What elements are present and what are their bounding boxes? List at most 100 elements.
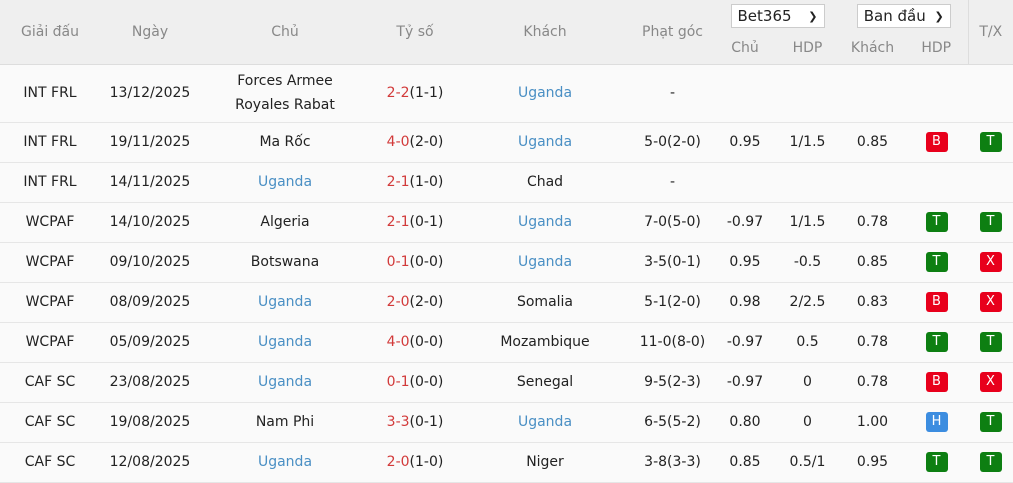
score: 2-2(1-1) [370,64,460,123]
odds-hdp: 1/1.5 [775,122,840,163]
bookmaker-value: Bet365 [737,7,792,25]
odds-hdp: 0 [775,402,840,443]
col-away: Khách [460,0,630,65]
league: WCPAF [0,282,100,323]
odds-home [715,64,775,123]
odds-hdp: -0.5 [775,242,840,283]
odds-hdp [775,162,840,203]
odds-away: 0.78 [840,322,905,363]
hdp-result-badge: H [925,412,948,432]
odds-away: 0.78 [840,202,905,243]
full-time-score: 2-0 [386,454,410,470]
date: 12/08/2025 [100,442,200,483]
chevron-down-icon: ❯ [808,9,818,23]
odds-home: -0.97 [715,322,775,363]
half-time-score: (0-1) [409,414,444,430]
half-time-score: (0-0) [409,334,444,350]
table-row: INT FRL 13/12/2025 Forces Armee Royales Ra… [0,64,1013,123]
bookmaker-select[interactable]: Bet365 ❯ [730,4,825,28]
col-tx: T/X [967,0,1013,65]
col-odds-away: Khách [840,32,905,65]
away-team[interactable]: Uganda [517,85,573,101]
odds-type-select[interactable]: Ban đầu ❯ [856,4,951,28]
corners: 9-5(2-3) [630,362,715,403]
tx-result-badge: X [979,292,1002,312]
odds-home [715,162,775,203]
odds-away: 0.78 [840,362,905,403]
tx-result-badge: X [979,252,1002,272]
away-team: Senegal [516,374,574,390]
odds-away: 0.83 [840,282,905,323]
col-odds-home: Chủ [715,32,775,65]
tx-result-badge: T [979,132,1002,152]
date: 13/12/2025 [100,64,200,123]
date: 19/11/2025 [100,122,200,163]
odds-hdp: 0.5 [775,322,840,363]
table-row: CAF SC 23/08/2025 Uganda 0-1(0-0) Senegal 9-5… [0,362,1013,403]
score: 4-0(2-0) [370,122,460,163]
hdp-result-badge: B [925,372,948,392]
col-home: Chủ [200,0,370,65]
home-team[interactable]: Uganda [257,454,313,470]
odds-home: -0.97 [715,202,775,243]
date: 05/09/2025 [100,322,200,363]
home-team[interactable]: Uganda [257,374,313,390]
half-time-score: (2-0) [409,294,444,310]
corners: 6-5(5-2) [630,402,715,443]
full-time-score: 2-2 [386,85,410,101]
score: 2-0(1-0) [370,442,460,483]
tx-result-badge: T [979,412,1002,432]
score: 2-0(2-0) [370,282,460,323]
league: WCPAF [0,202,100,243]
hdp-result-badge: T [925,252,948,272]
odds-away: 0.95 [840,442,905,483]
home-team[interactable]: Uganda [257,174,313,190]
hdp-result-badge: T [925,212,948,232]
half-time-score: (2-0) [409,134,444,150]
half-time-score: (1-0) [409,454,444,470]
col-odds-hdp: HDP [775,32,840,65]
away-team[interactable]: Uganda [517,254,573,270]
home-team[interactable]: Uganda [257,294,313,310]
hdp-result-badge: B [925,132,948,152]
corners: 5-1(2-0) [630,282,715,323]
half-time-score: (0-1) [409,214,444,230]
odds-home: 0.95 [715,122,775,163]
tx-result-badge: X [979,372,1002,392]
away-team: Chad [526,174,564,190]
full-time-score: 4-0 [386,134,410,150]
chevron-down-icon: ❯ [934,9,944,23]
odds-hdp: 2/2.5 [775,282,840,323]
score: 0-1(0-0) [370,362,460,403]
odds-away: 0.85 [840,242,905,283]
half-time-score: (0-0) [409,254,444,270]
away-team[interactable]: Uganda [517,414,573,430]
corners: 3-8(3-3) [630,442,715,483]
league: WCPAF [0,322,100,363]
corners: 3-5(0-1) [630,242,715,283]
date: 08/09/2025 [100,282,200,323]
table-row: WCPAF 05/09/2025 Uganda 4-0(0-0) Mozambique 1… [0,322,1013,363]
corners: - [630,162,715,203]
odds-home: 0.80 [715,402,775,443]
date: 19/08/2025 [100,402,200,443]
corners: 7-0(5-0) [630,202,715,243]
home-team: Ma Rốc [259,134,311,150]
half-time-score: (1-0) [409,174,444,190]
corners: 11-0(8-0) [630,322,715,363]
hdp-result-badge: B [925,292,948,312]
away-team[interactable]: Uganda [517,134,573,150]
full-time-score: 3-3 [386,414,410,430]
tx-result-badge: T [979,332,1002,352]
table-row: WCPAF 14/10/2025 Algeria 2-1(0-1) Uganda 7-0(… [0,202,1013,243]
score: 2-1(1-0) [370,162,460,203]
date: 09/10/2025 [100,242,200,283]
odds-home: 0.95 [715,242,775,283]
away-team[interactable]: Uganda [517,214,573,230]
score: 0-1(0-0) [370,242,460,283]
home-team[interactable]: Uganda [257,334,313,350]
full-time-score: 2-1 [386,174,410,190]
table-row: INT FRL 19/11/2025 Ma Rốc 4-0(2-0) Uganda 5-0… [0,122,1013,163]
away-team: Somalia [516,294,574,310]
home-team: Forces Armee Royales Rabat [235,73,335,113]
